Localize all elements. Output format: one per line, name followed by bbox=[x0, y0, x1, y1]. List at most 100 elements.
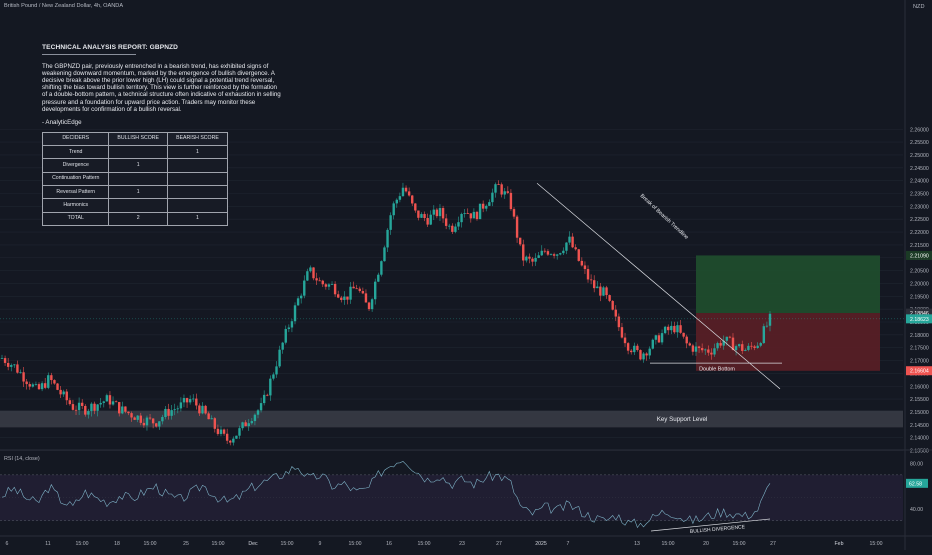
table-header-cell: BEARISH SCORE bbox=[166, 131, 229, 147]
candle-body bbox=[34, 384, 38, 385]
candle-body bbox=[151, 418, 155, 424]
time-tick-label: 15:00 bbox=[76, 541, 89, 547]
candle-body bbox=[284, 328, 287, 343]
candle-body bbox=[562, 250, 565, 254]
candle-body bbox=[654, 335, 658, 340]
time-tick-label: 15:00 bbox=[733, 541, 746, 547]
candle-body bbox=[102, 401, 105, 403]
candle-body bbox=[586, 269, 590, 280]
candle-body bbox=[136, 415, 139, 420]
candle-body bbox=[688, 343, 692, 346]
price-tick-label: 2.20500 bbox=[910, 269, 929, 275]
table-cell: TOTAL bbox=[41, 211, 110, 226]
candle-body bbox=[611, 300, 614, 310]
candle-body bbox=[241, 422, 244, 429]
currency-label: NZD bbox=[913, 4, 925, 10]
candle-body bbox=[25, 381, 28, 385]
time-tick-label: Feb bbox=[835, 541, 844, 547]
candle-body bbox=[525, 256, 528, 261]
stop-price-badge bbox=[906, 366, 932, 376]
target-price-label: 2.21090 bbox=[910, 253, 929, 259]
candle-body bbox=[503, 191, 506, 195]
candle-body bbox=[383, 247, 386, 262]
table-cell bbox=[166, 158, 229, 173]
candle-body bbox=[10, 365, 13, 367]
candle-body bbox=[290, 321, 294, 328]
candle-body bbox=[225, 433, 229, 441]
candle-body bbox=[404, 187, 408, 192]
candle-body bbox=[90, 403, 93, 412]
candle-body bbox=[679, 325, 682, 333]
report-body: The GBPNZD pair, previously entrenched i… bbox=[42, 63, 281, 113]
candle-body bbox=[670, 325, 673, 331]
candle-body bbox=[762, 326, 766, 344]
time-tick-label: 9 bbox=[319, 541, 322, 547]
candle-body bbox=[713, 348, 716, 355]
candle-body bbox=[386, 229, 389, 248]
candle-body bbox=[80, 402, 84, 406]
candle-body bbox=[272, 374, 275, 379]
candle-body bbox=[56, 383, 59, 390]
candle-body bbox=[398, 196, 402, 200]
candle-body bbox=[188, 399, 192, 403]
candle-body bbox=[697, 346, 701, 349]
candle-body bbox=[111, 401, 115, 405]
candle-body bbox=[232, 438, 235, 443]
candle-body bbox=[651, 339, 654, 349]
candle-body bbox=[475, 211, 479, 220]
table-cell bbox=[166, 171, 229, 187]
candle-body bbox=[250, 421, 254, 424]
candle-body bbox=[420, 214, 423, 218]
candle-body bbox=[19, 372, 22, 374]
candle-body bbox=[552, 254, 556, 256]
deciders-table: DECIDERS BULLISH SCORE BEARISH SCORE Tre… bbox=[41, 131, 229, 226]
stop-price-label: 2.16604 bbox=[910, 369, 929, 375]
table-cell: 2 bbox=[108, 211, 168, 226]
table-header-cell: DECIDERS bbox=[41, 131, 110, 147]
candle-body bbox=[389, 215, 392, 230]
report-signature: - AnalyticEdge bbox=[42, 118, 82, 126]
candle-body bbox=[411, 195, 414, 204]
candle-body bbox=[589, 279, 593, 281]
candle-body bbox=[133, 417, 136, 420]
candle-body bbox=[22, 372, 25, 382]
take-profit-zone bbox=[696, 255, 880, 314]
candle-body bbox=[451, 225, 454, 232]
candle-body bbox=[617, 316, 621, 328]
candle-body bbox=[28, 384, 31, 387]
double-bottom-label: Double Bottom bbox=[699, 367, 735, 373]
candle-body bbox=[580, 260, 584, 266]
candle-body bbox=[361, 291, 365, 294]
time-tick-label: 27 bbox=[496, 541, 502, 547]
candle-body bbox=[722, 340, 725, 346]
target-price-badge bbox=[906, 250, 932, 260]
candle-body bbox=[741, 344, 744, 351]
time-tick-label: 18 bbox=[114, 541, 120, 547]
candle-body bbox=[309, 267, 312, 272]
candle-body bbox=[164, 408, 167, 418]
candle-body bbox=[71, 404, 75, 410]
candle-body bbox=[340, 297, 343, 300]
candle-body bbox=[645, 353, 648, 356]
candle-body bbox=[238, 428, 241, 436]
candle-body bbox=[278, 349, 281, 367]
candle-body bbox=[596, 286, 599, 289]
candle-body bbox=[728, 336, 732, 338]
price-tick-label: 2.23000 bbox=[910, 204, 929, 210]
candle-body bbox=[219, 429, 223, 434]
candle-body bbox=[512, 209, 516, 217]
candle-body bbox=[518, 237, 522, 245]
divergence-line bbox=[650, 518, 771, 532]
candle-body bbox=[685, 336, 688, 344]
candle-body bbox=[195, 398, 198, 406]
table-cell: Continuation Pattern bbox=[41, 171, 110, 187]
candle-body bbox=[744, 349, 747, 351]
candle-body bbox=[592, 280, 596, 289]
time-tick-label: 16 bbox=[386, 541, 392, 547]
candle-body bbox=[531, 258, 534, 262]
candle-body bbox=[216, 428, 220, 434]
candle-body bbox=[555, 254, 559, 256]
symbol-header[interactable]: British Pound / New Zealand Dollar, 4h, … bbox=[4, 3, 124, 9]
